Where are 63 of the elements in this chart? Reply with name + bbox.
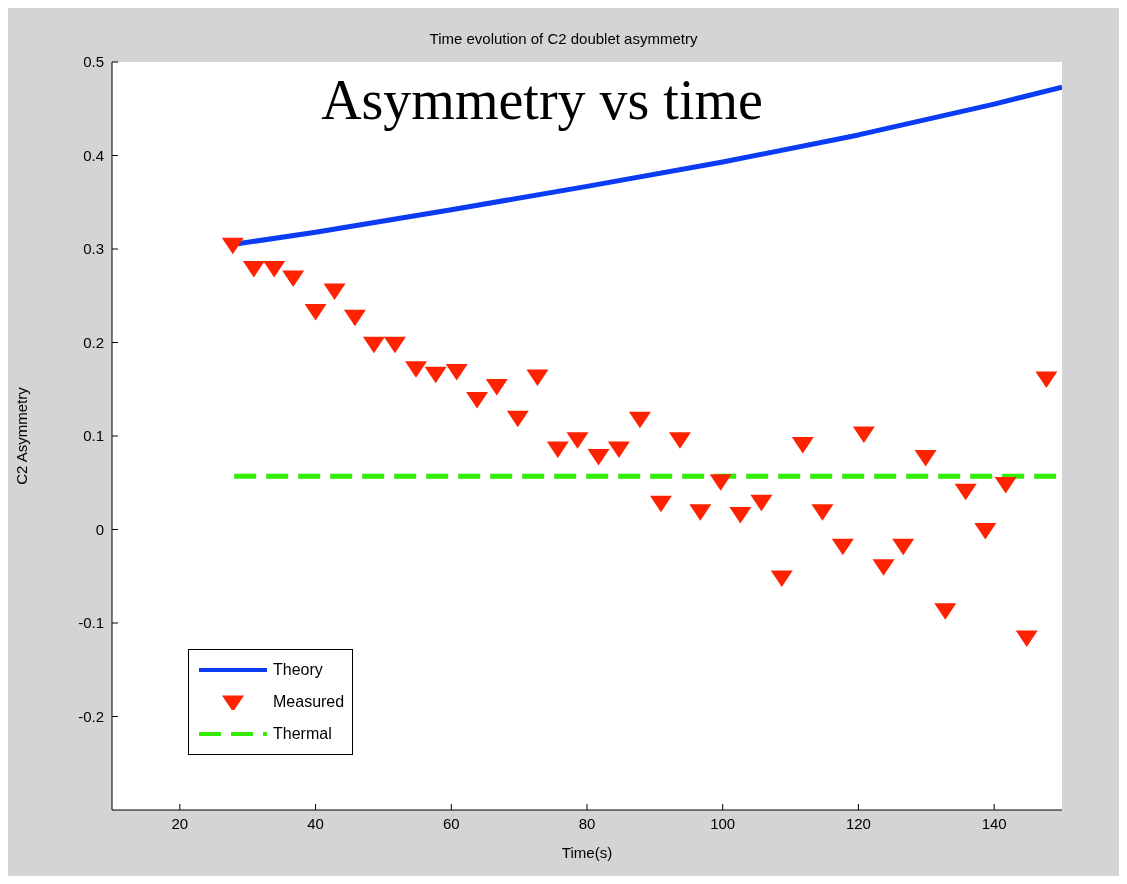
y-tick-label: 0.1 [83, 427, 104, 445]
point [892, 538, 915, 556]
point [405, 361, 427, 378]
point [934, 603, 957, 620]
y-tick-label: 0.4 [83, 146, 104, 164]
point [954, 483, 977, 501]
point [343, 309, 366, 327]
point [221, 237, 244, 255]
point [607, 441, 630, 459]
x-tick-label: 20 [171, 814, 189, 832]
x-axis-title: Time(s) [561, 844, 613, 861]
x-tick-label: 60 [442, 814, 460, 832]
point [485, 378, 508, 396]
point [466, 392, 489, 409]
y-tick-label: 0.2 [83, 333, 104, 351]
point [362, 336, 385, 354]
point [424, 366, 447, 384]
point [649, 495, 672, 513]
point [1015, 630, 1038, 647]
y-tick-label: -0.1 [78, 614, 104, 632]
point [811, 504, 834, 521]
point [750, 494, 773, 512]
point [994, 477, 1017, 494]
point [872, 559, 895, 576]
point [689, 504, 712, 521]
y-axis-title: C2 Asymmetry [13, 386, 31, 485]
point [242, 261, 265, 278]
x-tick-label: 140 [981, 814, 1007, 832]
point [770, 570, 793, 588]
point [445, 363, 468, 381]
point [974, 522, 997, 540]
point [914, 449, 937, 467]
point [304, 304, 327, 321]
point [1035, 371, 1058, 388]
point [282, 270, 305, 287]
point [263, 261, 286, 278]
point [709, 474, 732, 491]
point [506, 410, 529, 428]
point [831, 538, 854, 556]
y-tick-label: 0.5 [83, 53, 104, 71]
legend-label: Thermal [273, 725, 332, 743]
legend-label: Measured [273, 693, 345, 711]
annotation: Asymmetry vs time [320, 68, 764, 132]
y-tick-label: -0.2 [78, 707, 104, 725]
legend-label: Theory [273, 661, 323, 679]
point [383, 336, 406, 354]
point [628, 411, 651, 429]
y-tick-label: 0.3 [83, 240, 104, 258]
point [791, 436, 814, 454]
chart-title: Time evolution of C2 doublet asymmetry [428, 30, 699, 47]
x-tick-label: 40 [307, 814, 324, 832]
point [587, 449, 610, 466]
x-tick-label: 100 [710, 814, 736, 832]
point [323, 283, 346, 301]
point [566, 432, 589, 449]
x-tick-label: 120 [845, 814, 871, 832]
point [668, 432, 691, 449]
point [526, 369, 549, 387]
y-tick-label: 0 [95, 520, 104, 538]
point [852, 426, 875, 444]
point [546, 441, 569, 459]
point [729, 507, 752, 524]
x-tick-label: 80 [578, 814, 596, 832]
